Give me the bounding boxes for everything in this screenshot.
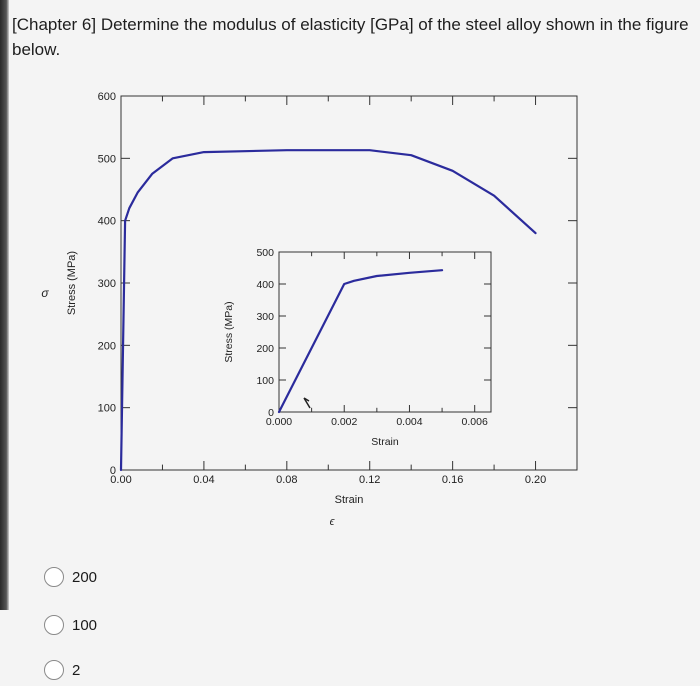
main-ytick-label: 500 bbox=[98, 153, 116, 165]
option-label: 200 bbox=[72, 568, 98, 586]
inset-xtick-label: 0.000 bbox=[266, 416, 292, 428]
radio-200[interactable] bbox=[44, 567, 64, 587]
inset-xlabel: Strain bbox=[371, 436, 399, 448]
inset-frame bbox=[278, 251, 492, 413]
inset-ytick-label: 300 bbox=[256, 311, 274, 323]
main-ytick-label: 300 bbox=[98, 278, 116, 290]
option-200[interactable]: 200 bbox=[44, 567, 97, 587]
inset-arrow-icon bbox=[303, 397, 311, 409]
question-text: [Chapter 6] Determine the modulus of ela… bbox=[12, 15, 689, 59]
left-edge-bar bbox=[0, 0, 9, 610]
main-ytick-label: 400 bbox=[98, 216, 116, 228]
main-y-symbol: σ bbox=[41, 286, 49, 300]
main-xtick-label: 0.12 bbox=[359, 474, 380, 486]
main-xtick-label: 0.20 bbox=[525, 474, 546, 486]
option-2[interactable]: 2 bbox=[44, 660, 80, 680]
option-100[interactable]: 100 bbox=[44, 615, 97, 635]
main-x-symbol: ϵ bbox=[330, 516, 335, 528]
main-ytick-label: 200 bbox=[98, 340, 116, 352]
radio-2[interactable] bbox=[44, 660, 64, 680]
inset-ytick-label: 400 bbox=[256, 279, 274, 291]
inset-ytick-label: 100 bbox=[256, 375, 274, 387]
inset-ytick-label: 200 bbox=[256, 343, 274, 355]
main-xtick-label: 0.00 bbox=[110, 474, 131, 486]
inset-series-line bbox=[277, 269, 444, 414]
main-xtick-label: 0.04 bbox=[193, 474, 214, 486]
inset-xtick-label: 0.002 bbox=[331, 416, 357, 428]
inset-ytick-label: 0 bbox=[268, 407, 274, 419]
main-ytick-label: 600 bbox=[98, 91, 116, 103]
option-label: 2 bbox=[72, 661, 81, 679]
main-ylabel: Stress (MPa) bbox=[66, 251, 78, 315]
inset-ytick-label: 500 bbox=[256, 247, 274, 259]
main-ytick-label: 0 bbox=[110, 465, 116, 477]
inset-xtick-label: 0.006 bbox=[462, 416, 488, 428]
main-xlabel: Strain bbox=[335, 494, 364, 506]
inset-xtick-label: 0.004 bbox=[396, 416, 422, 428]
option-label: 100 bbox=[72, 616, 98, 634]
main-xtick-label: 0.16 bbox=[442, 474, 463, 486]
main-ytick-label: 100 bbox=[98, 403, 116, 415]
inset-ylabel: Stress (MPa) bbox=[223, 301, 235, 362]
main-xtick-label: 0.08 bbox=[276, 474, 297, 486]
radio-100[interactable] bbox=[44, 615, 64, 635]
